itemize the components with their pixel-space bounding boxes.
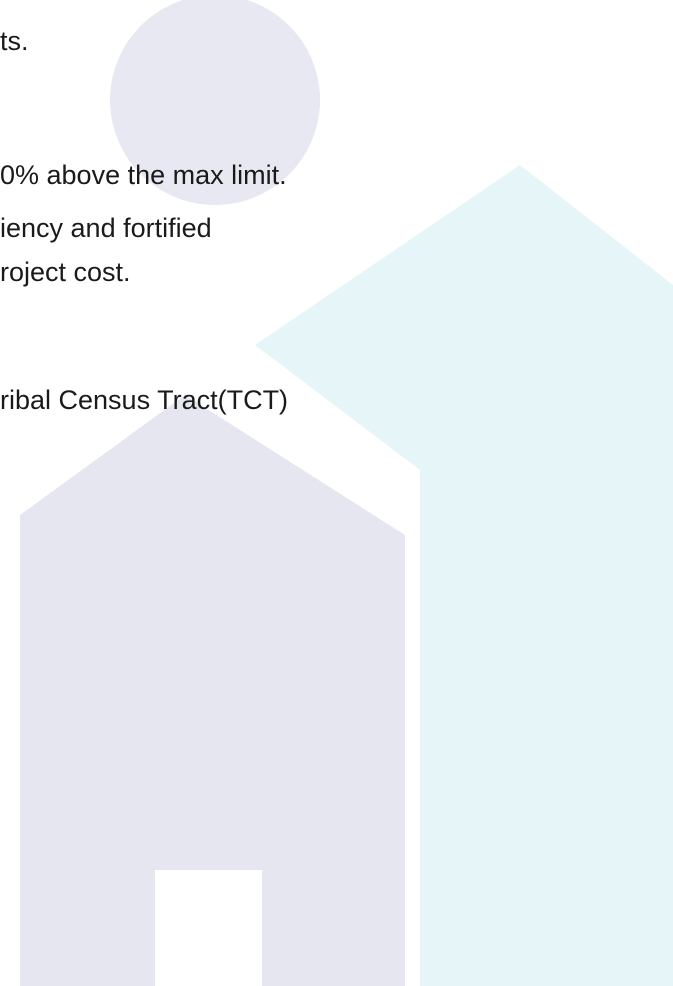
slide: ts. 0% above the max limit. iency and fo…: [0, 0, 673, 986]
page: ts. 0% above the max limit. iency and fo…: [0, 0, 673, 986]
door: [155, 870, 262, 986]
text-line: iency and fortified: [0, 215, 212, 242]
text-line: ts.: [0, 28, 29, 55]
text-line: 0% above the max limit.: [0, 162, 287, 189]
text-line: roject cost.: [0, 259, 131, 286]
text-line: ribal Census Tract(TCT): [0, 387, 288, 414]
background-art: [0, 0, 673, 986]
